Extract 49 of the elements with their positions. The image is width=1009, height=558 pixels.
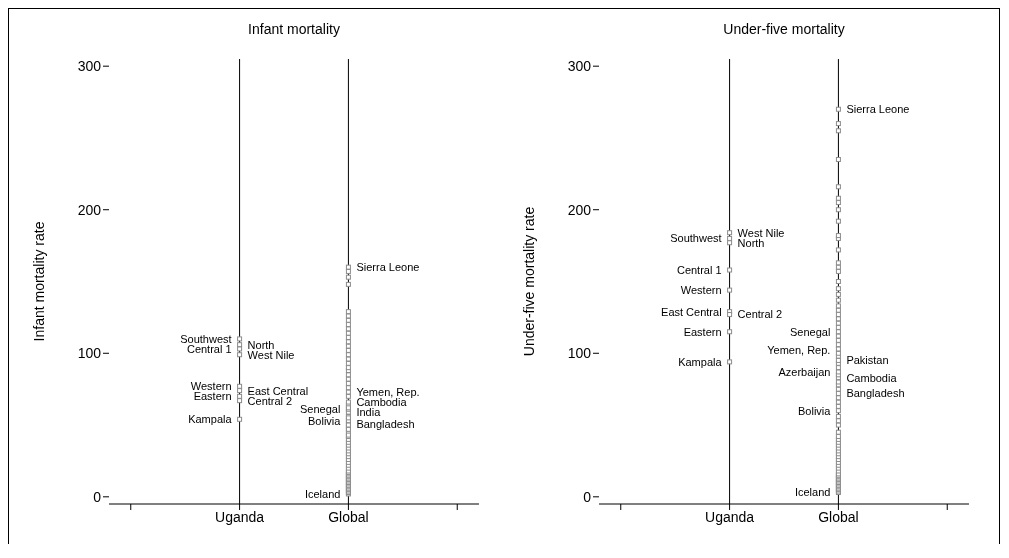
annotation: Bangladesh: [356, 417, 415, 430]
annotation: Kampala: [188, 413, 233, 426]
annotation: Iceland: [304, 487, 341, 500]
x-tick-label: Global: [818, 508, 859, 525]
annotation: Bangladesh: [846, 387, 905, 400]
annotation: Senegal: [300, 403, 341, 416]
annotation: Central 2: [737, 308, 783, 321]
annotation: Eastern: [193, 390, 232, 403]
annotation: Azerbaijan: [778, 365, 831, 378]
annotation: Cambodia: [846, 371, 898, 384]
y-tick-label: 0: [93, 488, 102, 505]
y-tick-label: 300: [77, 58, 102, 75]
annotation: West Nile: [247, 348, 295, 361]
annotation: Pakistan: [846, 354, 889, 367]
x-tick-label: Global: [328, 508, 369, 525]
annotation: Southwest: [180, 332, 232, 345]
y-tick-label: 0: [583, 488, 592, 505]
y-tick-label: 300: [567, 58, 592, 75]
annotation: Sierra Leone: [846, 103, 910, 116]
annotation: Bolivia: [798, 404, 832, 417]
x-tick-label: Uganda: [215, 508, 265, 525]
annotation: Bolivia: [308, 414, 342, 427]
annotation: Central 1: [676, 263, 722, 276]
annotation: Senegal: [790, 325, 831, 338]
annotation: Yemen, Rep.: [767, 344, 831, 357]
annotation: India: [356, 406, 382, 419]
annotation: North: [247, 338, 275, 351]
annotation: Central 2: [247, 394, 293, 407]
y-tick-label: 100: [567, 345, 592, 362]
x-tick-label: Uganda: [705, 508, 755, 525]
chart-title: Under-five mortality: [722, 21, 846, 37]
chart-title: Infant mortality: [247, 21, 341, 37]
annotation: Kampala: [678, 355, 723, 368]
annotation: Southwest: [670, 232, 722, 245]
annotation: Western: [680, 284, 722, 297]
annotation: Sierra Leone: [356, 261, 420, 274]
y-tick-label: 200: [567, 201, 592, 218]
annotation: East Central: [661, 305, 722, 318]
annotation: Western: [190, 380, 232, 393]
annotation: Eastern: [683, 325, 722, 338]
annotation: Central 1: [186, 342, 232, 355]
y-tick-label: 100: [77, 345, 102, 362]
annotation: North: [737, 236, 765, 249]
y-axis-title: Under-five mortality rate: [520, 206, 537, 357]
annotation: West Nile: [737, 226, 785, 239]
y-tick-label: 200: [77, 201, 102, 218]
annotation: Iceland: [794, 486, 831, 499]
annotation: East Central: [247, 384, 309, 397]
y-axis-title: Infant mortality rate: [30, 221, 47, 342]
